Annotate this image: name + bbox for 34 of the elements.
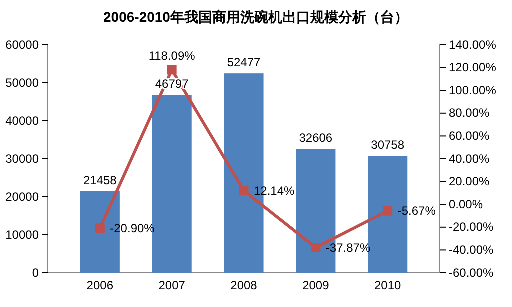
y-tick-label: 40000 bbox=[6, 114, 40, 128]
y-tick-label: 50000 bbox=[6, 76, 40, 90]
point bbox=[167, 65, 177, 75]
point bbox=[311, 243, 321, 253]
point bbox=[383, 206, 393, 216]
y-tick-label: 20000 bbox=[6, 190, 40, 204]
data-label: 21458 bbox=[83, 173, 118, 188]
x-tick-label: 2008 bbox=[230, 278, 258, 293]
y-tick-label: 30000 bbox=[6, 152, 40, 166]
point bbox=[239, 186, 249, 196]
y2-tick-label: 120.00% bbox=[449, 60, 497, 75]
y2-tick-label: -60.00% bbox=[449, 266, 494, 280]
y2-tick-label: 40.00% bbox=[449, 152, 490, 166]
y2-tick-label: 100.00% bbox=[449, 83, 497, 98]
data-label: 32606 bbox=[299, 131, 333, 146]
y2-tick-label: 20.00% bbox=[449, 174, 490, 189]
y2-tick-label: -40.00% bbox=[449, 243, 494, 258]
x-tick-label: 2006 bbox=[86, 278, 114, 293]
data-label: 52477 bbox=[227, 56, 262, 70]
y2-tick-label: 60.00% bbox=[449, 129, 490, 144]
point bbox=[95, 224, 105, 234]
y2-tick-label: 0.00% bbox=[449, 197, 484, 212]
y2-tick-label: 80.00% bbox=[449, 106, 490, 120]
data-label: 118.09% bbox=[148, 48, 196, 63]
y-tick-label: 0 bbox=[32, 266, 40, 280]
data-label: 30758 bbox=[371, 138, 405, 152]
x-tick-label: 2007 bbox=[158, 278, 186, 293]
y2-tick-label: 140.00% bbox=[449, 38, 497, 52]
x-tick-label: 2009 bbox=[302, 278, 330, 293]
x-tick-label: 2010 bbox=[374, 278, 402, 293]
y2-tick-label: -20.00% bbox=[449, 220, 494, 234]
y-tick-label: 10000 bbox=[6, 228, 40, 242]
y-tick-label: 60000 bbox=[6, 38, 40, 52]
chart-title: 2006-2010年我国商用洗碗机出口规模分析（台） bbox=[104, 9, 408, 25]
